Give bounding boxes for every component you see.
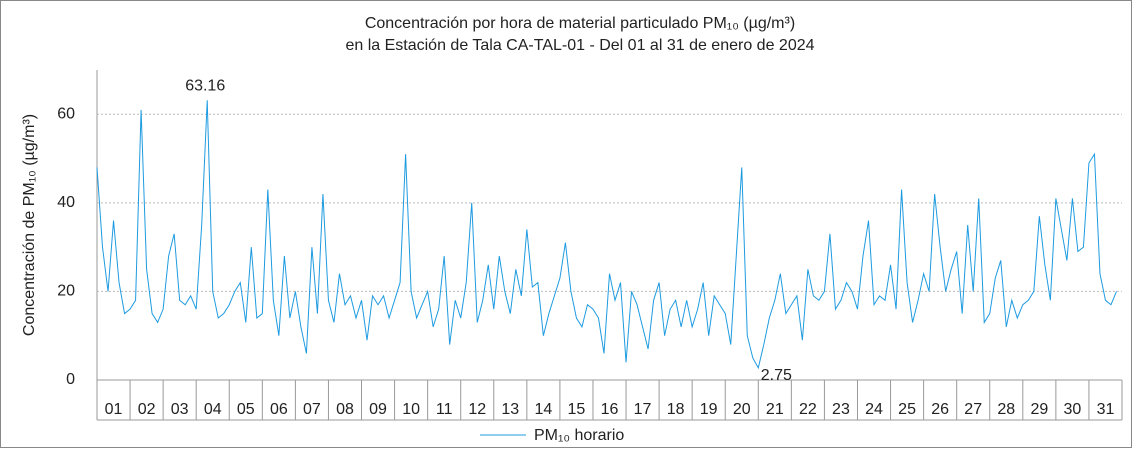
x-tick-label: 08 [336, 401, 354, 418]
annotation: 63.16 [185, 78, 225, 95]
x-tick-label: 18 [667, 401, 685, 418]
y-tick-label: 0 [66, 371, 75, 388]
chart-title: Concentración por hora de material parti… [365, 15, 795, 32]
x-tick-label: 27 [964, 401, 982, 418]
x-tick-label: 02 [138, 401, 156, 418]
x-tick-label: 12 [468, 401, 486, 418]
x-tick-label: 24 [865, 401, 883, 418]
x-tick-label: 15 [568, 401, 586, 418]
x-tick-label: 14 [534, 401, 552, 418]
x-tick-label: 23 [832, 401, 850, 418]
x-tick-label: 17 [634, 401, 652, 418]
y-axis-label: Concentración de PM₁₀ (µg/m³) [21, 114, 38, 336]
chart-subtitle: en la Estación de Tala CA-TAL-01 - Del 0… [345, 37, 814, 54]
x-tick-label: 25 [898, 401, 916, 418]
data-line [96, 100, 1117, 370]
y-tick-label: 40 [57, 194, 75, 211]
legend-label: PM₁₀ horario [534, 427, 624, 444]
x-tick-label: 01 [105, 401, 123, 418]
x-tick-label: 07 [303, 401, 321, 418]
y-tick-label: 20 [57, 283, 75, 300]
x-tick-label: 03 [171, 401, 189, 418]
x-tick-label: 31 [1097, 401, 1115, 418]
x-tick-label: 09 [369, 401, 387, 418]
x-tick-label: 16 [601, 401, 619, 418]
x-tick-label: 05 [237, 401, 255, 418]
x-tick-label: 26 [931, 401, 949, 418]
x-tick-label: 19 [700, 401, 718, 418]
x-tick-label: 06 [270, 401, 288, 418]
x-tick-label: 10 [402, 401, 420, 418]
x-tick-label: 13 [501, 401, 519, 418]
x-tick-label: 28 [997, 401, 1015, 418]
x-tick-label: 20 [733, 401, 751, 418]
x-tick-label: 11 [436, 401, 453, 418]
y-tick-label: 60 [57, 106, 75, 123]
annotation: 2.75 [761, 367, 792, 384]
x-tick-label: 30 [1064, 401, 1082, 418]
x-tick-label: 29 [1030, 401, 1048, 418]
x-tick-label: 21 [766, 401, 784, 418]
x-tick-label: 22 [799, 401, 817, 418]
x-tick-label: 04 [204, 401, 222, 418]
